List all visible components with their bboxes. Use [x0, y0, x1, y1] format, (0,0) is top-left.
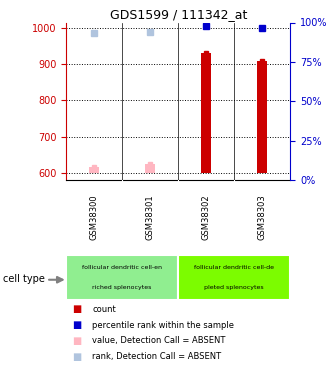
- Text: follicular dendritic cell-de: follicular dendritic cell-de: [194, 265, 274, 270]
- FancyBboxPatch shape: [178, 255, 290, 300]
- Text: GSM38303: GSM38303: [258, 195, 267, 240]
- Text: pleted splenocytes: pleted splenocytes: [205, 285, 264, 290]
- Bar: [145, 164, 155, 173]
- FancyBboxPatch shape: [66, 255, 178, 300]
- Text: follicular dendritic cell-en: follicular dendritic cell-en: [82, 265, 162, 270]
- Bar: [201, 53, 211, 173]
- Title: GDS1599 / 111342_at: GDS1599 / 111342_at: [110, 8, 247, 21]
- Text: count: count: [92, 305, 116, 314]
- Text: riched splenocytes: riched splenocytes: [92, 285, 152, 290]
- Bar: [89, 166, 99, 173]
- Text: GSM38300: GSM38300: [89, 195, 99, 240]
- Text: ■: ■: [73, 352, 82, 362]
- Text: ■: ■: [73, 304, 82, 314]
- Text: ■: ■: [73, 320, 82, 330]
- Text: ■: ■: [73, 336, 82, 346]
- Text: value, Detection Call = ABSENT: value, Detection Call = ABSENT: [92, 336, 226, 345]
- Text: GSM38301: GSM38301: [146, 195, 155, 240]
- Text: GSM38302: GSM38302: [202, 195, 211, 240]
- Text: percentile rank within the sample: percentile rank within the sample: [92, 321, 234, 330]
- Text: rank, Detection Call = ABSENT: rank, Detection Call = ABSENT: [92, 352, 221, 361]
- Bar: [257, 60, 267, 173]
- Text: cell type: cell type: [3, 274, 45, 284]
